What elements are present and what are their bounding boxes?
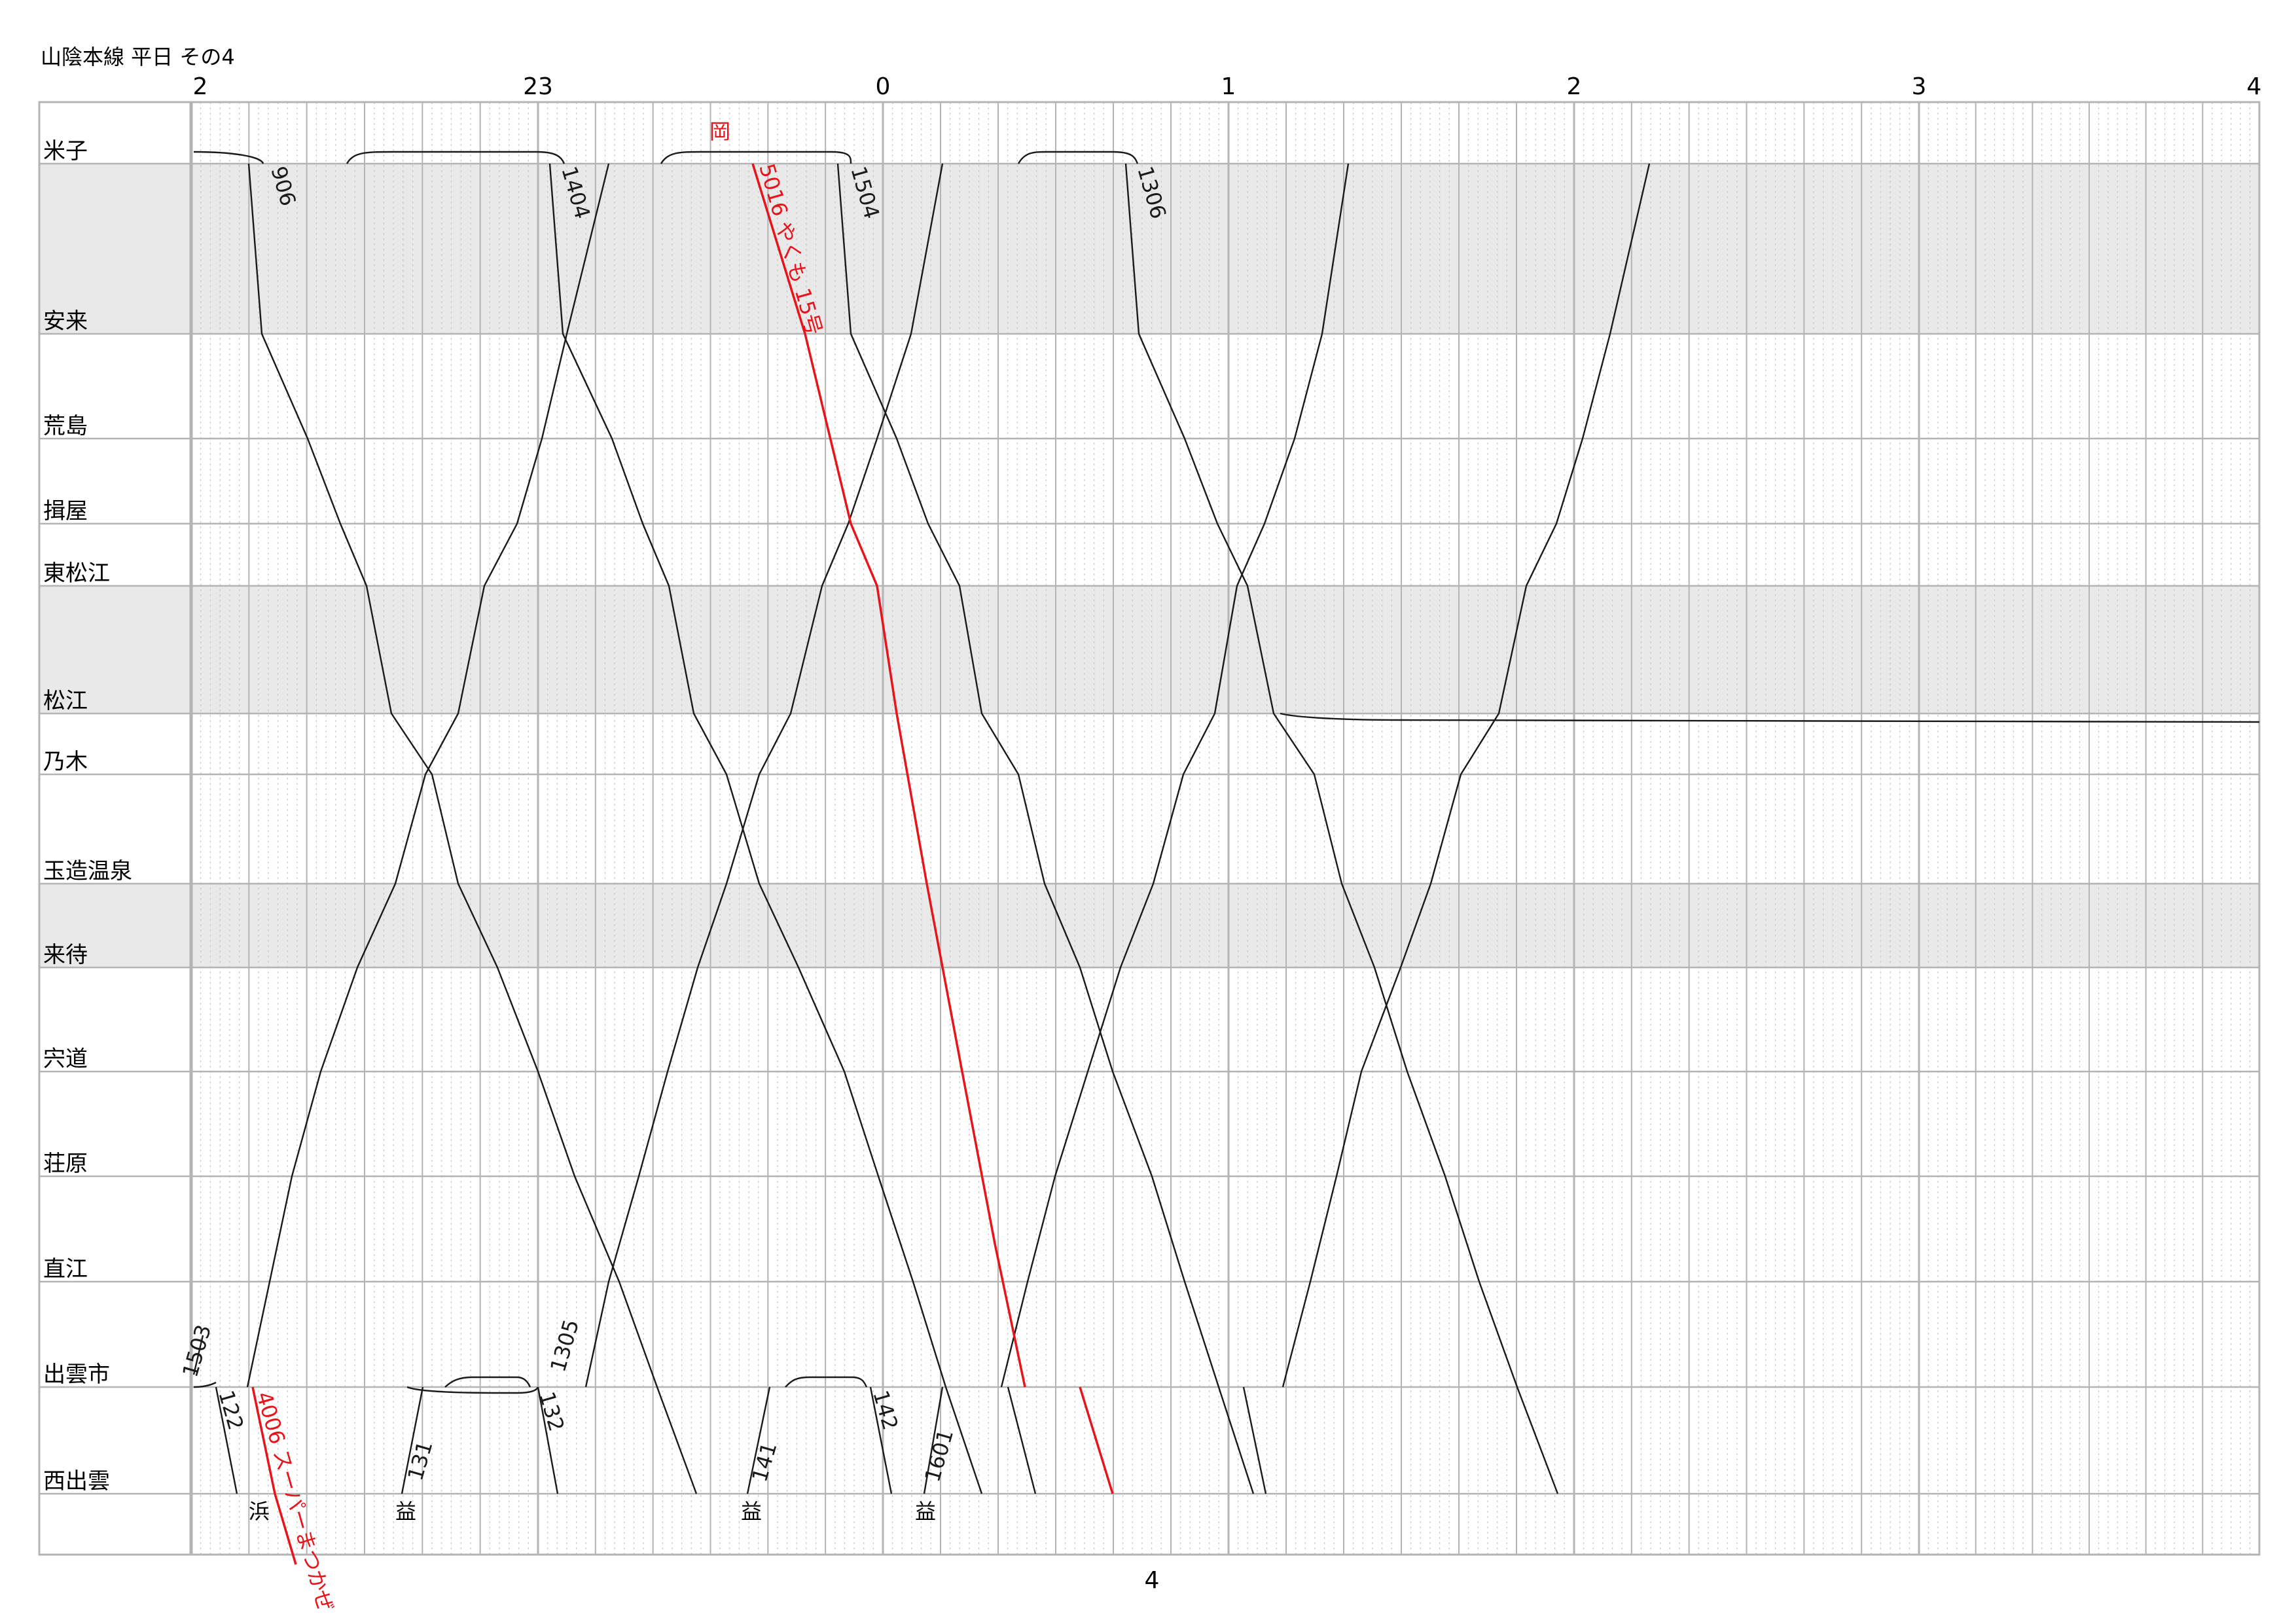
- hour-label: 23: [523, 73, 553, 100]
- train-132: [537, 1386, 559, 1494]
- diagram-title: 山陰本線 平日 その4: [41, 45, 235, 69]
- train-4006: [251, 1386, 297, 1565]
- train-1601: [923, 1386, 944, 1494]
- train-up-a: [246, 163, 610, 1388]
- train-terminating-matsue: [1280, 712, 2260, 723]
- terminal-label: 浜: [249, 1499, 270, 1524]
- train-141: [746, 1386, 771, 1494]
- station-label: 宍道: [43, 1046, 88, 1072]
- train-lines: [192, 151, 2260, 1565]
- hour-label: 0: [876, 73, 891, 100]
- station-label: 西出雲: [43, 1468, 110, 1494]
- loop-yonago-2: [346, 151, 565, 164]
- loop-izumoshi-2: [444, 1376, 531, 1388]
- train-extra-2: [1242, 1386, 1267, 1494]
- page-number: 4: [1145, 1567, 1160, 1594]
- train-131: [401, 1386, 424, 1494]
- hour-label: 4: [2247, 73, 2262, 100]
- train-5016-yakumo: [751, 163, 1026, 1388]
- station-bands: [39, 164, 2259, 967]
- station-label: 揖屋: [43, 498, 88, 524]
- station-label: 出雲市: [43, 1362, 110, 1388]
- train-number-label: 131: [403, 1438, 437, 1483]
- loop-izumoshi-3: [785, 1376, 868, 1388]
- station-label: 荒島: [43, 413, 88, 439]
- train-number-label: 1601: [920, 1426, 958, 1485]
- station-label: 乃木: [43, 749, 88, 775]
- station-label: 来待: [43, 942, 88, 968]
- train-number-label: 1305: [545, 1316, 584, 1375]
- train-1306: [1124, 163, 1559, 1494]
- hour-label: 3: [1912, 73, 1927, 100]
- train-up-c: [1000, 163, 1350, 1388]
- station-band-1: [39, 164, 2259, 334]
- station-label: 松江: [43, 688, 88, 714]
- loop-yonago-1: [193, 151, 264, 164]
- station-label: 荘原: [43, 1151, 88, 1177]
- train-number-label: 141: [747, 1439, 781, 1485]
- train-5016-continue: [1079, 1386, 1114, 1494]
- station-label: 玉造温泉: [43, 858, 132, 884]
- train-142: [869, 1386, 893, 1494]
- train-122: [215, 1386, 238, 1494]
- train-number-label: 122: [213, 1388, 248, 1433]
- terminal-label: 益: [395, 1499, 416, 1524]
- station-label: 東松江: [43, 560, 110, 586]
- hour-label: 2: [1567, 73, 1582, 100]
- time-grid: [39, 102, 2261, 1555]
- terminal-label: 益: [741, 1499, 762, 1524]
- frame-border: [38, 101, 2261, 1556]
- train-1503: [192, 1335, 204, 1375]
- station-label: 安来: [43, 308, 88, 334]
- train-1504: [836, 163, 1255, 1494]
- diagram-frame: [38, 101, 2261, 1556]
- train-number-label: 岡: [709, 119, 730, 144]
- station-label: 直江: [43, 1256, 88, 1282]
- hour-label: 1: [1221, 73, 1236, 100]
- loop-yonago-4: [1017, 151, 1139, 164]
- station-band-5: [39, 586, 2259, 713]
- train-up-b: [584, 163, 944, 1388]
- train-up-d: [1282, 163, 1651, 1388]
- loop-izumoshi-4: [193, 1381, 217, 1388]
- hour-label: 2: [193, 73, 208, 100]
- train-number-label: 142: [868, 1388, 903, 1433]
- loop-yonago-3: [660, 151, 852, 164]
- train-number-label: 132: [534, 1389, 569, 1434]
- terminal-label: 益: [915, 1499, 936, 1524]
- station-label: 米子: [43, 138, 88, 164]
- station-band-8: [39, 884, 2259, 967]
- train-extra-1: [1007, 1386, 1037, 1494]
- train-906: [247, 163, 698, 1494]
